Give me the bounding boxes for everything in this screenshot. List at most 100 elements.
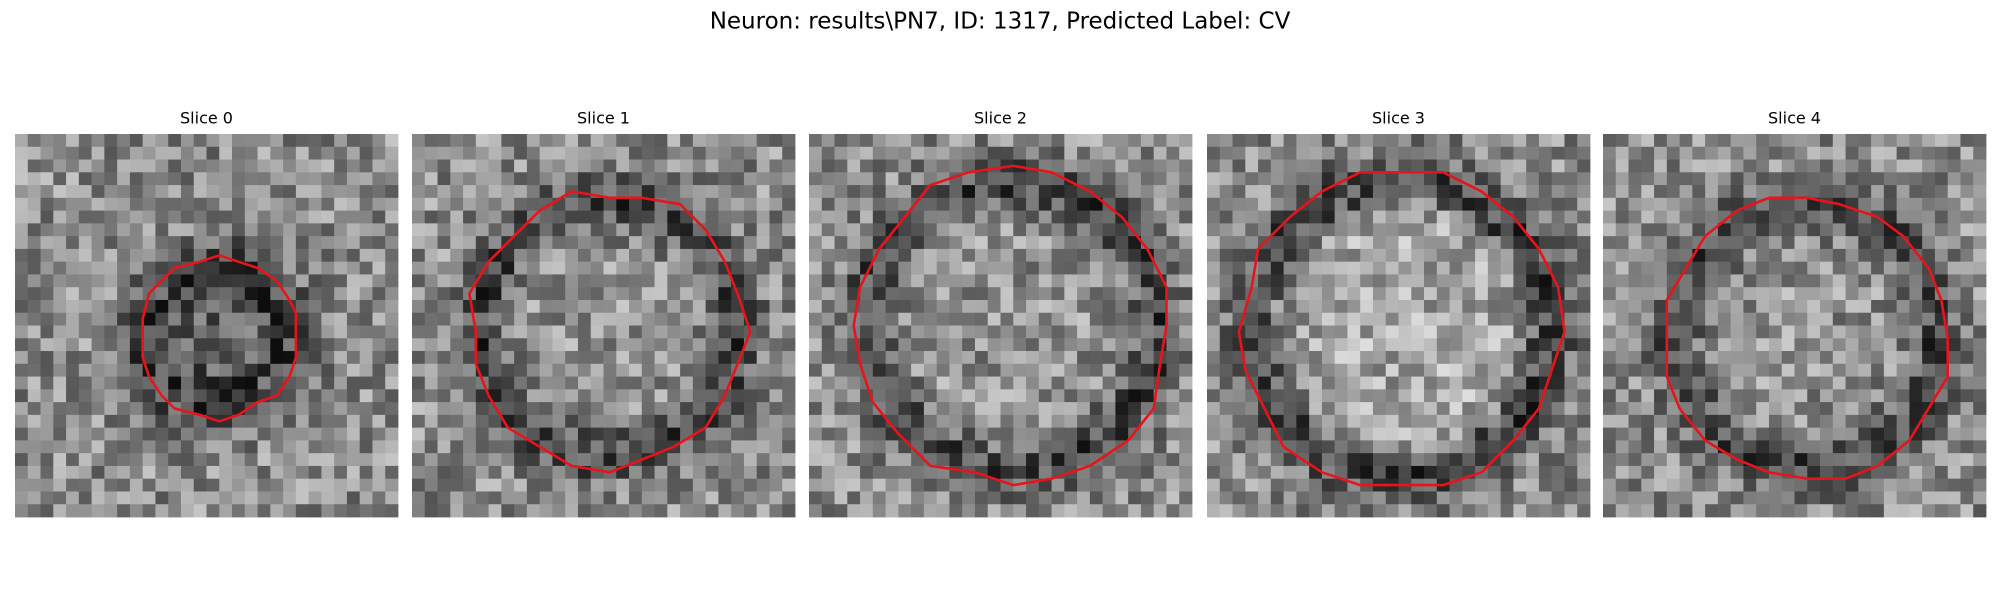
pixel	[40, 414, 54, 429]
pixel	[1102, 134, 1116, 148]
pixel	[1179, 248, 1193, 263]
pixel	[1232, 427, 1246, 441]
pixel	[1564, 299, 1578, 314]
pixel	[1564, 389, 1578, 403]
pixel	[743, 376, 758, 390]
pixel	[718, 414, 732, 429]
pixel	[1513, 159, 1527, 173]
pixel	[667, 453, 681, 467]
pixel	[1500, 172, 1514, 186]
pixel	[565, 325, 579, 339]
pixel	[769, 287, 783, 301]
pixel	[385, 134, 399, 148]
pixel	[1309, 172, 1323, 186]
pixel	[1334, 223, 1348, 237]
pixel	[705, 465, 719, 480]
pixel	[1424, 338, 1438, 352]
pixel	[1089, 210, 1104, 224]
pixel	[590, 376, 604, 390]
pixel	[782, 185, 796, 199]
pixel	[1794, 236, 1808, 250]
pixel	[962, 363, 976, 377]
pixel	[1372, 248, 1387, 263]
pixel	[1654, 351, 1668, 365]
pixel	[1871, 440, 1885, 454]
pixel	[1538, 414, 1553, 429]
pixel	[1922, 491, 1936, 505]
pixel	[1947, 197, 1961, 211]
slice-panel: Slice 4	[1603, 109, 1987, 518]
pixel	[1807, 274, 1821, 288]
pixel	[1794, 274, 1808, 288]
pixel	[949, 478, 963, 492]
pixel	[1207, 453, 1221, 467]
pixel	[1551, 325, 1565, 339]
pixel	[450, 197, 464, 211]
pixel	[155, 236, 169, 250]
pixel	[283, 223, 297, 237]
pixel	[680, 287, 694, 301]
pixel	[501, 363, 515, 377]
pixel	[1654, 491, 1668, 505]
pixel	[1615, 159, 1629, 173]
pixel	[629, 299, 643, 314]
pixel	[565, 312, 579, 326]
pixel	[987, 236, 1001, 250]
pixel	[1385, 261, 1399, 275]
pixel	[1411, 223, 1425, 237]
pixel	[53, 465, 67, 480]
pixel	[1960, 223, 1974, 237]
pixel	[1258, 146, 1272, 160]
pixel	[1871, 223, 1885, 237]
pixel	[809, 274, 823, 288]
pixel	[1258, 185, 1272, 199]
pixel	[104, 261, 118, 275]
pixel	[1705, 312, 1719, 326]
pixel	[257, 197, 271, 211]
pixel	[1538, 146, 1553, 160]
pixel	[641, 312, 655, 326]
pixel	[1679, 440, 1693, 454]
pixel	[654, 210, 668, 224]
pixel	[641, 210, 655, 224]
pixel	[372, 197, 386, 211]
pixel	[1564, 402, 1578, 416]
pixel	[193, 185, 207, 199]
pixel	[1487, 172, 1502, 186]
pixel	[514, 185, 528, 199]
pixel	[219, 236, 233, 250]
pixel	[1577, 274, 1591, 288]
pixel	[1115, 427, 1129, 441]
pixel	[27, 414, 41, 429]
pixel	[412, 172, 426, 186]
pixel	[1717, 134, 1732, 148]
pixel	[1309, 159, 1323, 173]
pixel	[629, 427, 643, 441]
pixel	[1487, 414, 1502, 429]
pixel	[1219, 248, 1233, 263]
pixel	[552, 287, 566, 301]
pixel	[1102, 146, 1116, 160]
pixel	[1360, 159, 1374, 173]
pixel	[1026, 312, 1040, 326]
pixel	[91, 172, 105, 186]
pixel	[782, 465, 796, 480]
pixel	[1051, 338, 1065, 352]
pixel	[257, 465, 271, 480]
pixel	[1449, 465, 1463, 480]
pixel	[1538, 465, 1553, 480]
pixel	[1896, 504, 1910, 518]
pixel	[1077, 299, 1091, 314]
pixel	[1717, 261, 1732, 275]
pixel	[359, 478, 373, 492]
pixel	[1102, 402, 1116, 416]
pixel	[1858, 146, 1872, 160]
pixel	[1577, 236, 1591, 250]
pixel	[974, 312, 989, 326]
pixel	[885, 172, 899, 186]
pixel	[1947, 236, 1961, 250]
pixel	[1013, 389, 1027, 403]
pixel	[539, 363, 553, 377]
pixel	[1666, 478, 1680, 492]
